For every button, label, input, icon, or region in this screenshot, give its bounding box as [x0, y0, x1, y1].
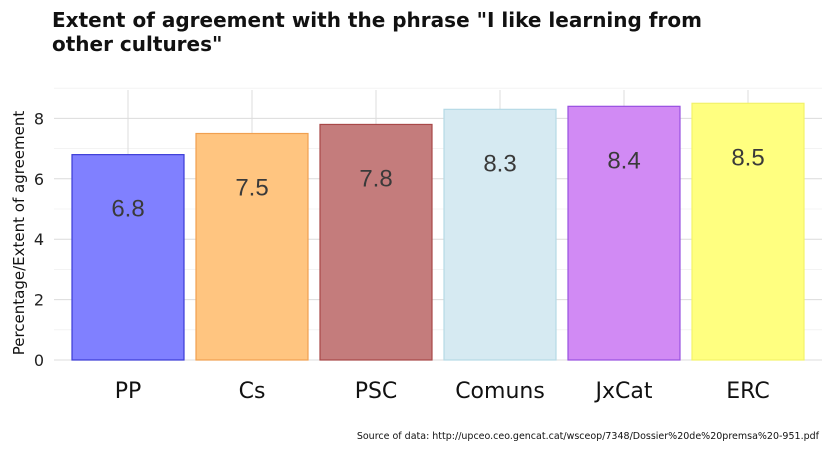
y-tick-labels: 0 2 4 6 8	[34, 109, 44, 370]
bar-jxcat	[567, 105, 681, 361]
x-tick-label-psc: PSC	[355, 379, 398, 404]
x-tick-label-pp: PP	[115, 379, 142, 404]
bar-cs	[195, 132, 309, 361]
x-tick-labels: PP Cs PSC Comuns JxCat ERC	[115, 379, 770, 404]
y-tick-label: 2	[34, 291, 44, 310]
value-label-psc: 7.8	[359, 165, 392, 192]
bars	[71, 102, 805, 361]
bar-psc	[319, 123, 433, 361]
bar-pp	[71, 154, 185, 361]
value-label-pp: 6.8	[111, 196, 144, 223]
y-tick-label: 4	[34, 230, 44, 249]
value-labels: 6.8 7.5 7.8 8.3 8.4 8.5	[111, 144, 764, 222]
x-tick-label-comuns: Comuns	[455, 379, 545, 404]
y-tick-label: 0	[34, 351, 44, 370]
x-tick-label-erc: ERC	[726, 379, 769, 404]
y-tick-label: 6	[34, 170, 44, 189]
y-tick-label: 8	[34, 109, 44, 128]
x-tick-label-cs: Cs	[239, 379, 266, 404]
x-tick-label-jxcat: JxCat	[594, 379, 653, 404]
value-label-cs: 7.5	[235, 175, 268, 202]
source-caption: Source of data: http://upceo.ceo.gencat.…	[356, 431, 819, 442]
bar-comuns	[443, 108, 557, 361]
y-axis-label: Percentage/Extent of agreement	[10, 111, 28, 356]
value-label-comuns: 8.3	[483, 150, 516, 177]
bar-erc	[691, 102, 805, 361]
value-label-jxcat: 8.4	[607, 147, 640, 174]
value-label-erc: 8.5	[731, 144, 764, 171]
chart-title: Extent of agreement with the phrase "I l…	[52, 8, 702, 56]
